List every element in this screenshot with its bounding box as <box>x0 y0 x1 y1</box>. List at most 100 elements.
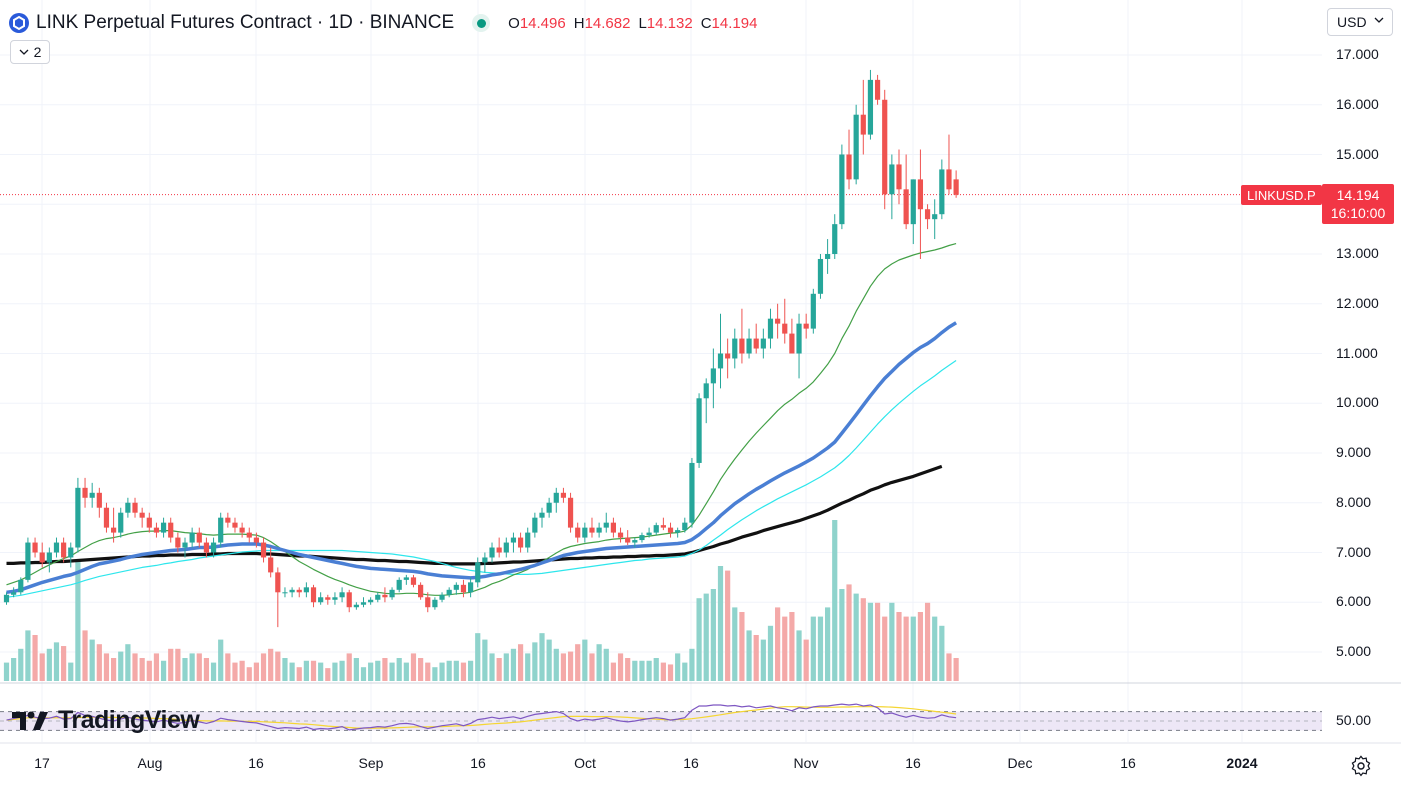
candle-body <box>489 547 495 558</box>
candle <box>353 602 359 610</box>
candle-body <box>517 537 524 548</box>
volume-bar <box>617 653 624 681</box>
candle <box>389 587 395 600</box>
volume-bar <box>389 662 395 681</box>
volume-bar <box>61 646 67 681</box>
volume-bar <box>846 584 852 681</box>
volume-bar <box>3 662 10 681</box>
candle <box>810 288 816 334</box>
chart-title[interactable]: LINK Perpetual Futures Contract · 1D · B… <box>36 12 455 33</box>
volume-bar <box>796 630 802 681</box>
candle-body <box>353 604 359 608</box>
candle-body <box>589 527 595 533</box>
volume-bar <box>496 658 502 681</box>
candle-body <box>924 209 931 220</box>
candle <box>225 512 231 528</box>
candle <box>489 542 495 563</box>
high-value: 14.682 <box>584 14 631 32</box>
candle-body <box>332 597 338 600</box>
candle-body <box>682 522 688 531</box>
price-axis-label: 17.000 <box>1336 46 1379 62</box>
chart-settings-gear-icon[interactable] <box>1349 754 1373 778</box>
candle-body <box>25 542 31 580</box>
candle <box>732 328 738 369</box>
candle <box>103 502 110 533</box>
volume-bar <box>175 648 181 681</box>
candle <box>882 89 888 210</box>
candle <box>332 592 338 605</box>
volume-bar <box>103 653 110 681</box>
bar-countdown: 16:10:00 <box>1330 205 1386 221</box>
volume-bar <box>68 662 74 681</box>
candle-body <box>632 540 638 543</box>
volume-bar <box>946 653 952 681</box>
volume-bar <box>18 648 24 681</box>
candle-body <box>18 579 24 593</box>
candle-body <box>903 189 909 225</box>
candle <box>725 338 731 379</box>
time-axis-label: Sep <box>358 755 384 771</box>
volume-bars <box>3 520 959 681</box>
market-status-icon[interactable] <box>472 14 491 32</box>
volume-bar <box>689 648 695 681</box>
candle <box>275 567 281 628</box>
candle-body <box>375 594 381 600</box>
candle <box>582 522 588 543</box>
candle-body <box>318 597 324 603</box>
indicators-toggle-button[interactable]: 2 <box>10 40 50 64</box>
currency-select[interactable]: USD <box>1327 8 1393 36</box>
volume-bar <box>760 639 766 681</box>
candle <box>189 527 195 548</box>
candle-body <box>803 323 809 329</box>
candle-body <box>917 179 924 210</box>
candle-body <box>253 537 259 543</box>
candle-body <box>860 114 866 135</box>
volume-bar <box>139 658 145 681</box>
candle <box>168 517 174 543</box>
volume-bar <box>917 612 924 681</box>
candle <box>510 532 517 553</box>
volume-bar <box>553 648 559 681</box>
candle-body <box>825 254 831 259</box>
candle <box>682 517 688 533</box>
candle <box>432 597 438 610</box>
volume-bar <box>460 662 467 681</box>
time-axis-label: Nov <box>793 755 819 771</box>
candle-body <box>503 542 509 553</box>
tradingview-logo[interactable]: TradingView <box>12 706 200 735</box>
candle <box>525 527 531 553</box>
candle <box>689 457 695 528</box>
volume-bar <box>482 639 488 681</box>
candle <box>532 512 538 538</box>
volume-bar <box>303 660 309 681</box>
volume-bar <box>789 612 795 681</box>
candle-body <box>482 557 488 563</box>
volume-bar <box>246 667 252 681</box>
candle-body <box>360 602 367 605</box>
volume-bar <box>168 648 174 681</box>
candle <box>318 592 324 605</box>
volume-bar <box>739 612 745 681</box>
volume-bar <box>889 602 895 681</box>
volume-bar <box>825 607 831 681</box>
close-value: 14.194 <box>711 14 758 32</box>
candle <box>118 507 124 538</box>
volume-bar <box>603 648 609 681</box>
chevron-down-icon <box>19 49 29 55</box>
symbol-price-tag: LINKUSD.P <box>1241 185 1322 205</box>
candle-body <box>410 577 417 585</box>
volume-bar <box>425 662 431 681</box>
candle <box>903 154 909 230</box>
candle-body <box>775 318 781 324</box>
volume-bar <box>218 639 224 681</box>
candle <box>446 587 452 598</box>
candle-body <box>75 487 81 548</box>
candle-body <box>746 338 752 354</box>
volume-bar <box>225 653 231 681</box>
volume-bar <box>475 633 481 681</box>
candle <box>439 592 445 603</box>
candle <box>596 522 602 538</box>
volume-bar <box>839 589 845 681</box>
volume-bar <box>903 616 909 681</box>
